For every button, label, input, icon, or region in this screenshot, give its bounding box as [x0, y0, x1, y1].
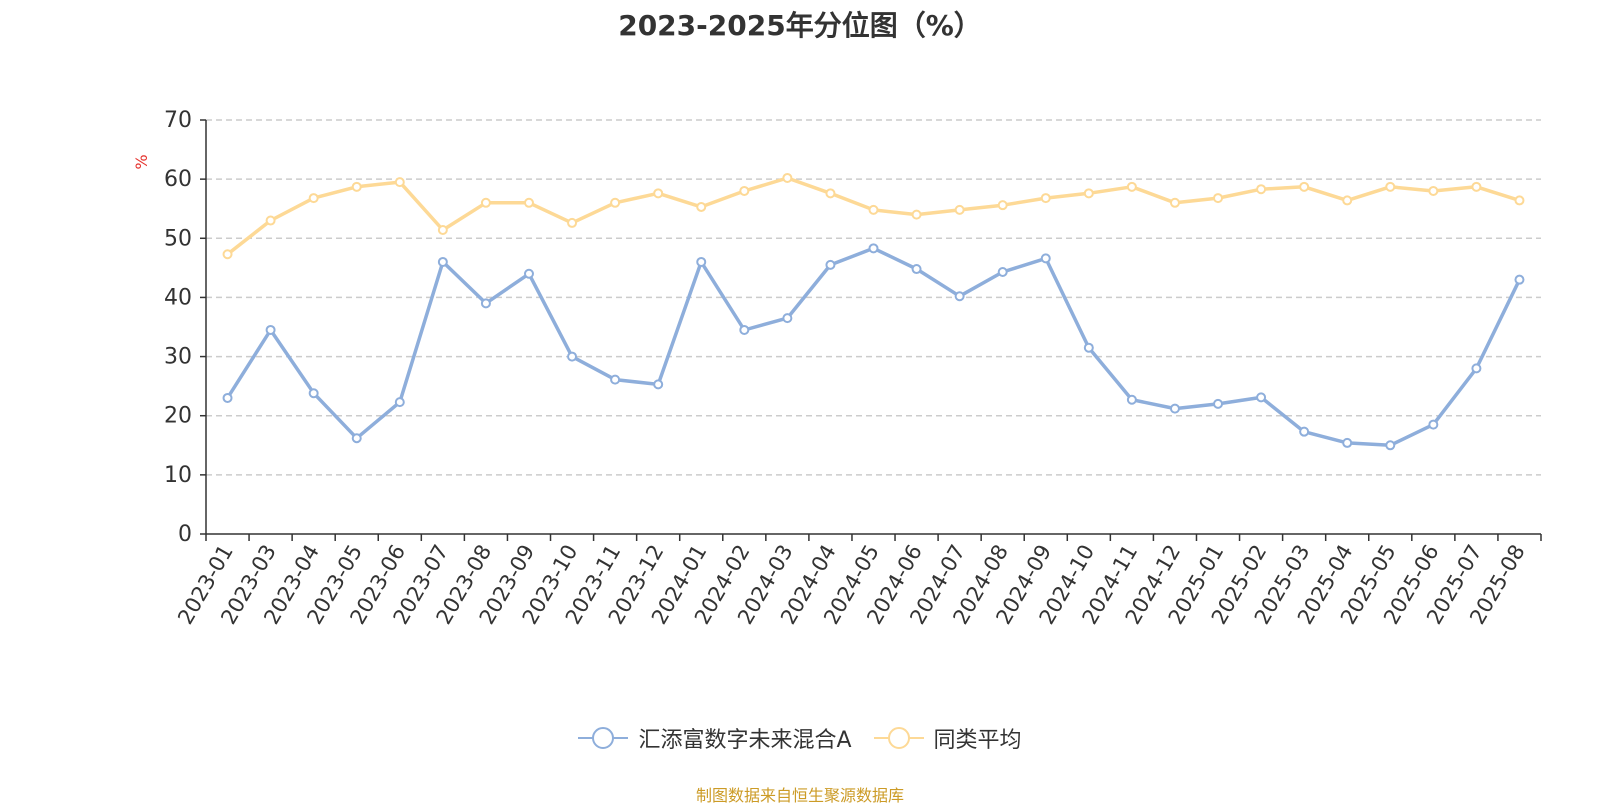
data-point[interactable] [265, 324, 276, 335]
data-point[interactable] [696, 201, 707, 212]
y-tick-label: 0 [178, 522, 192, 547]
data-point[interactable] [1083, 342, 1094, 353]
legend-line-circle-icon [578, 727, 629, 749]
legend-line-circle-icon [873, 727, 924, 749]
data-point[interactable] [523, 197, 534, 208]
data-point[interactable] [308, 388, 319, 399]
data-point[interactable] [911, 209, 922, 220]
data-point[interactable] [1428, 185, 1439, 196]
y-tick-label: 50 [164, 226, 192, 251]
legend-item-peer-average[interactable]: 同类平均 [873, 722, 1022, 754]
chart-title: 2023-2025年分位图（%） [618, 9, 982, 42]
data-point[interactable] [1169, 403, 1180, 414]
data-point[interactable] [351, 181, 362, 192]
data-point[interactable] [394, 397, 405, 408]
legend-item-fund[interactable]: 汇添富数字未来混合A [578, 722, 852, 754]
data-point[interactable] [825, 188, 836, 199]
data-point[interactable] [1213, 193, 1224, 204]
data-point[interactable] [1299, 181, 1310, 192]
data-point[interactable] [1514, 274, 1525, 285]
legend-label-peer-average: 同类平均 [933, 728, 1022, 753]
data-point[interactable] [523, 268, 534, 279]
data-point[interactable] [868, 243, 879, 254]
data-point[interactable] [567, 217, 578, 228]
data-point[interactable] [1428, 419, 1439, 430]
data-point[interactable] [480, 197, 491, 208]
source-note: 制图数据来自恒生聚源数据库 [695, 786, 904, 805]
data-point[interactable] [1083, 188, 1094, 199]
data-point[interactable] [437, 225, 448, 236]
data-point[interactable] [567, 351, 578, 362]
grid-lines [206, 119, 1541, 476]
data-point[interactable] [480, 298, 491, 309]
data-point[interactable] [868, 204, 879, 215]
data-point[interactable] [1256, 392, 1267, 403]
data-point[interactable] [1471, 363, 1482, 374]
y-tick-label: 70 [164, 108, 192, 133]
data-point[interactable] [1385, 181, 1396, 192]
data-point[interactable] [954, 204, 965, 215]
data-point[interactable] [1040, 193, 1051, 204]
data-point[interactable] [653, 379, 664, 390]
data-point[interactable] [1126, 181, 1137, 192]
data-point[interactable] [782, 172, 793, 183]
series-lines [222, 172, 1525, 451]
data-point[interactable] [739, 185, 750, 196]
data-point[interactable] [911, 264, 922, 275]
data-point[interactable] [351, 433, 362, 444]
data-point[interactable] [394, 177, 405, 188]
data-point[interactable] [1213, 398, 1224, 409]
data-point[interactable] [610, 374, 621, 385]
data-point[interactable] [1514, 195, 1525, 206]
data-point[interactable] [653, 188, 664, 199]
data-point[interactable] [610, 197, 621, 208]
y-tick-label: 30 [164, 345, 192, 370]
data-point[interactable] [1040, 253, 1051, 264]
data-point[interactable] [1342, 195, 1353, 206]
data-point[interactable] [696, 256, 707, 267]
data-point[interactable] [825, 259, 836, 270]
legend-label-fund: 汇添富数字未来混合A [638, 728, 852, 753]
y-tick-label: 10 [164, 463, 192, 488]
data-point[interactable] [1256, 184, 1267, 195]
data-point[interactable] [997, 266, 1008, 277]
y-tick-label: 20 [164, 404, 192, 429]
data-point[interactable] [1342, 437, 1353, 448]
data-point[interactable] [954, 291, 965, 302]
data-point[interactable] [222, 249, 233, 260]
y-tick-label: 40 [164, 285, 192, 310]
series-line-1 [226, 176, 1521, 256]
y-axis-label: % [132, 154, 151, 169]
data-point[interactable] [1385, 440, 1396, 451]
data-point[interactable] [1126, 394, 1137, 405]
y-tick-label: 60 [164, 167, 192, 192]
data-point[interactable] [1169, 197, 1180, 208]
data-point[interactable] [1471, 181, 1482, 192]
data-point[interactable] [437, 256, 448, 267]
legend: 汇添富数字未来混合A 同类平均 [0, 722, 1600, 754]
data-point[interactable] [739, 324, 750, 335]
data-point[interactable] [997, 200, 1008, 211]
data-point[interactable] [308, 193, 319, 204]
data-point[interactable] [265, 215, 276, 226]
data-point[interactable] [782, 313, 793, 324]
data-point[interactable] [222, 392, 233, 403]
data-point[interactable] [1299, 426, 1310, 437]
